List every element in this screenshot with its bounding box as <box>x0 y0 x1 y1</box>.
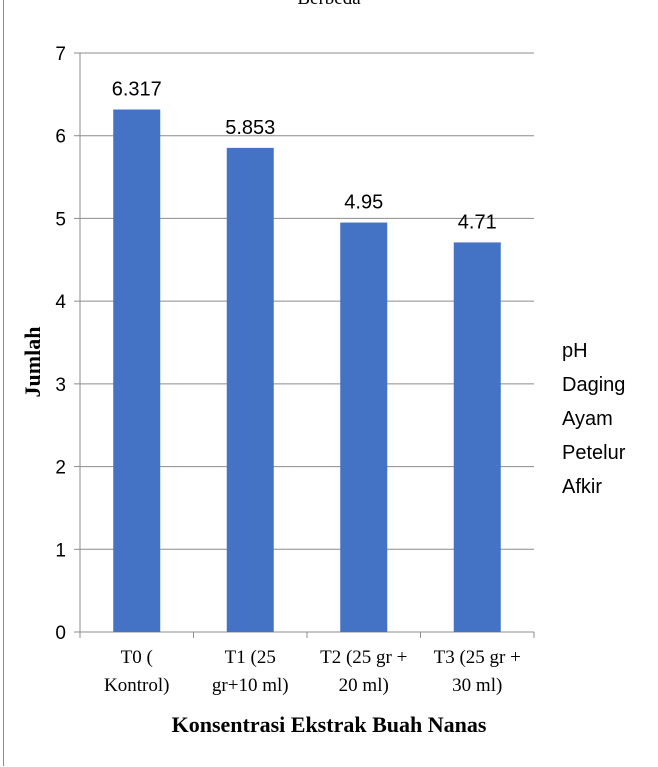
legend-line-2: Daging <box>562 374 626 396</box>
x-tick-label: gr+10 ml) <box>212 675 289 696</box>
y-tick-label: 0 <box>55 623 66 644</box>
y-tick-label: 2 <box>55 458 66 479</box>
x-tick-label: T1 (25 <box>225 647 276 668</box>
chart-title-fragment: Berbeda <box>0 0 658 10</box>
data-label: 4.95 <box>344 192 383 214</box>
y-tick-label: 4 <box>55 292 66 313</box>
x-tick-label: 30 ml) <box>452 675 502 696</box>
x-tick-label: T0 ( <box>121 647 153 668</box>
bar <box>226 147 274 632</box>
x-axis-title: Konsentrasi Ekstrak Buah Nanas <box>172 712 487 737</box>
chart-frame <box>3 0 655 766</box>
x-tick-label: T3 (25 gr + <box>434 647 521 668</box>
bar <box>453 242 501 632</box>
legend-line-4: Petelur <box>562 442 626 464</box>
x-tick-label: 20 ml) <box>339 675 389 696</box>
legend-line-1: pH <box>562 340 588 362</box>
y-tick-label: 1 <box>55 540 66 561</box>
y-tick-label: 5 <box>55 209 66 230</box>
bar <box>113 109 161 633</box>
y-axis-title: Jumlah <box>20 327 45 398</box>
data-label: 4.71 <box>458 211 497 233</box>
x-tick-label: Kontrol) <box>104 675 169 696</box>
y-tick-label: 7 <box>55 44 66 65</box>
y-tick-label: 6 <box>55 127 66 148</box>
data-label: 5.853 <box>225 117 275 139</box>
legend: pH Daging Ayam Petelur Afkir <box>562 334 652 504</box>
legend-line-3: Ayam <box>562 408 613 430</box>
y-tick-label: 3 <box>55 375 66 396</box>
legend-line-5: Afkir <box>562 476 602 498</box>
bar <box>340 222 388 633</box>
x-tick-label: T2 (25 gr + <box>320 647 407 668</box>
data-label: 6.317 <box>112 78 162 100</box>
